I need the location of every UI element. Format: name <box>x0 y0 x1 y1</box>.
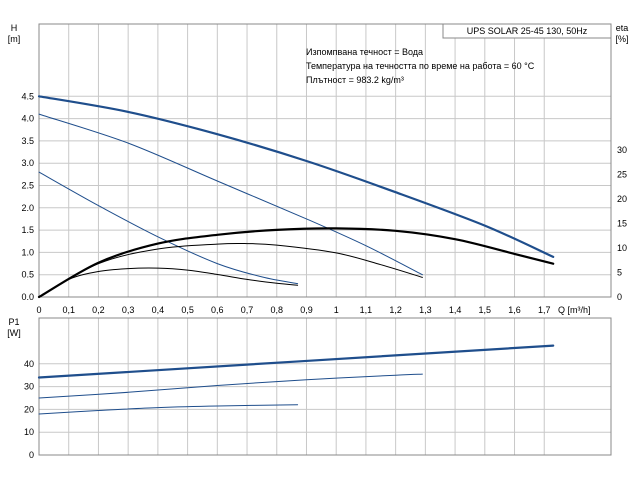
head-tick-label: 4.0 <box>21 114 34 124</box>
x-tick-label: 1,1 <box>360 305 373 315</box>
power-tick-label: 40 <box>24 359 34 369</box>
power-curve-2 <box>38 404 299 415</box>
eta-tick-label: 5 <box>617 268 622 278</box>
head-curve-1 <box>38 113 423 276</box>
head-tick-label: 4.5 <box>21 91 34 101</box>
eta-tick-label: 30 <box>617 145 627 155</box>
x-tick-label: 0,4 <box>152 305 165 315</box>
efficiency-curve-5 <box>38 267 299 298</box>
power-curve-0 <box>37 344 555 379</box>
x-tick-label: 0,1 <box>62 305 75 315</box>
title-box <box>442 23 612 39</box>
head-tick-label: 3.5 <box>21 136 34 146</box>
x-tick-label: 0,5 <box>181 305 194 315</box>
x-tick-label: 0 <box>36 305 41 315</box>
head-tick-label: 1.0 <box>21 247 34 257</box>
note-density: Плътност = 983.2 kg/m³ <box>306 75 404 85</box>
head-tick-label: 0.0 <box>21 292 34 302</box>
efficiency-curve-3 <box>37 227 555 299</box>
eta-tick-label: 15 <box>617 219 627 229</box>
x-tick-label: 1,3 <box>419 305 432 315</box>
head-curve-2 <box>38 171 299 285</box>
power-curve-1 <box>38 373 423 399</box>
head-chart-grid <box>39 24 611 297</box>
power-chart-grid <box>39 318 611 455</box>
eta-tick-label: 25 <box>617 170 627 180</box>
x-tick-label: 1,5 <box>479 305 492 315</box>
tick-labels: 0 0,1 0,2 0,3 0,4 0,5 0,6 0,7 0,8 0,9 1 1,1 1,2 1,3 1,… <box>21 91 627 460</box>
power-curves <box>37 344 555 415</box>
x-tick-label: 1,6 <box>508 305 521 315</box>
power-tick-label: 10 <box>24 427 34 437</box>
x-tick-label: 0,6 <box>211 305 224 315</box>
note-fluid: Изпомпвана течност = Вода <box>306 47 423 57</box>
x-tick-label: 1 <box>334 305 339 315</box>
efficiency-curve-4 <box>38 242 423 298</box>
power-tick-label: 0 <box>29 450 34 460</box>
x-tick-label: 1,4 <box>449 305 462 315</box>
head-tick-label: 2.0 <box>21 203 34 213</box>
x-tick-label: 1,2 <box>389 305 402 315</box>
flow-axis-title: Q [m³/h] <box>558 305 591 315</box>
x-tick-label: 0,8 <box>271 305 284 315</box>
x-tick-label: 1,7 <box>538 305 551 315</box>
power-axis-title: P1 [W] <box>7 317 21 338</box>
eta-tick-label: 0 <box>617 292 622 302</box>
efficiency-axis-title: eta [%] <box>615 23 628 44</box>
x-tick-label: 0,3 <box>122 305 135 315</box>
head-chart-frame <box>38 23 612 298</box>
head-tick-label: 1.5 <box>21 225 34 235</box>
chart-title: UPS SOLAR 25-45 130, 50Hz <box>467 26 588 36</box>
head-tick-label: 0.5 <box>21 270 34 280</box>
head-curve-0 <box>37 95 555 258</box>
power-chart-frame <box>38 317 612 456</box>
eta-tick-label: 10 <box>617 243 627 253</box>
note-temperature: Температура на течността по време на раб… <box>306 61 535 71</box>
eta-tick-label: 20 <box>617 194 627 204</box>
head-axis-title: H [m] <box>8 23 21 44</box>
head-and-efficiency-curves <box>37 95 555 299</box>
power-tick-label: 20 <box>24 404 34 414</box>
head-tick-label: 3.0 <box>21 158 34 168</box>
head-tick-label: 2.5 <box>21 181 34 191</box>
x-tick-label: 0,7 <box>241 305 254 315</box>
x-tick-label: 0,9 <box>300 305 313 315</box>
power-tick-label: 30 <box>24 382 34 392</box>
x-tick-label: 0,2 <box>92 305 105 315</box>
